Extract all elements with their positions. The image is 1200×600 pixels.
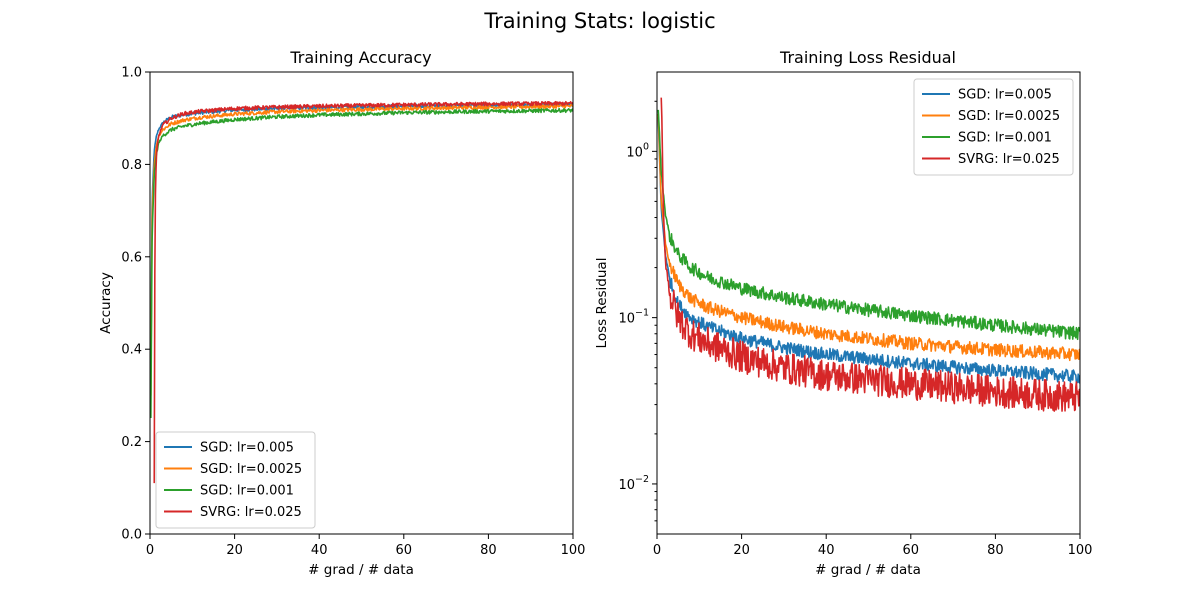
loss-y-tick-label: 100 — [626, 141, 649, 160]
loss-x-tick-label: 20 — [733, 543, 750, 558]
loss-y-tick-label: 10−2 — [618, 474, 649, 493]
accuracy-x-tick-label: 80 — [480, 543, 497, 558]
accuracy-y-tick-label: 0.6 — [121, 250, 142, 265]
accuracy-legend-label-svrg-lr-0-025: SVRG: lr=0.025 — [200, 505, 302, 520]
loss-series-svrg-lr-0-025-line — [660, 97, 1080, 412]
loss-legend-box — [913, 78, 1074, 176]
accuracy-axis-ticks: 0 20 40 60 80 100 0.0 0.2 0.4 0.6 0.8 1.0 — [121, 66, 585, 559]
loss-legend-label-sgd-lr-0-0025: SGD: lr=0.0025 — [958, 109, 1060, 124]
loss-plot-title: Training Loss Residual — [779, 48, 956, 67]
loss-x-tick-label: 40 — [818, 543, 835, 558]
accuracy-plot-title: Training Accuracy — [289, 48, 431, 67]
loss-x-tick-label: 0 — [653, 543, 661, 558]
loss-legend-label-sgd-lr-0-005: SGD: lr=0.005 — [958, 88, 1052, 103]
loss-series-sgd-lr-0-005-line — [657, 117, 1080, 384]
loss-y-axis-label: Loss Residual — [594, 258, 610, 349]
loss-y-tick-label: 10−1 — [618, 308, 649, 327]
loss-x-tick-label: 80 — [987, 543, 1004, 558]
loss-plot-frame — [656, 71, 1081, 535]
loss-subplot: Training Loss Residual 0 20 40 60 80 100 100 10… — [594, 48, 1092, 578]
accuracy-series-lines — [150, 100, 573, 484]
accuracy-y-tick-label: 0.2 — [121, 435, 142, 450]
accuracy-x-tick-label: 40 — [311, 543, 328, 558]
figure-suptitle: Training Stats: logistic — [483, 9, 715, 33]
accuracy-legend-label-sgd-lr-0-001: SGD: lr=0.001 — [200, 484, 294, 499]
accuracy-x-tick-label: 20 — [226, 543, 243, 558]
accuracy-legend: SGD: lr=0.005 SGD: lr=0.0025 SGD: lr=0.001… — [155, 431, 316, 529]
accuracy-legend-label-sgd-lr-0-005: SGD: lr=0.005 — [200, 441, 294, 456]
accuracy-legend-label-sgd-lr-0-0025: SGD: lr=0.0025 — [200, 462, 302, 477]
loss-x-axis-label: # grad / # data — [815, 562, 921, 578]
accuracy-y-axis-label: Accuracy — [98, 272, 114, 334]
accuracy-y-tick-label: 0.0 — [121, 528, 142, 543]
loss-legend-label-svrg-lr-0-025: SVRG: lr=0.025 — [958, 152, 1060, 167]
accuracy-y-tick-label: 0.4 — [121, 343, 142, 358]
accuracy-legend-box — [155, 431, 316, 529]
loss-axis-ticks: 0 20 40 60 80 100 100 10−1 10−2 — [618, 100, 1093, 558]
accuracy-y-tick-label: 0.8 — [121, 158, 142, 173]
accuracy-subplot: Training Accuracy 0 20 40 60 80 1000.00.20.40… — [98, 48, 585, 578]
loss-series-lines — [657, 97, 1080, 412]
accuracy-series-sgd-lr-0-001-line — [150, 107, 573, 418]
loss-x-tick-label: 100 — [1068, 543, 1093, 558]
loss-series-sgd-lr-0-001-line — [657, 109, 1080, 341]
loss-legend: SGD: lr=0.005 SGD: lr=0.0025 SGD: lr=0.001… — [913, 78, 1074, 176]
loss-x-tick-label: 60 — [903, 543, 920, 558]
accuracy-x-tick-label: 0 — [146, 543, 154, 558]
loss-legend-label-sgd-lr-0-001: SGD: lr=0.001 — [958, 131, 1052, 146]
accuracy-x-tick-label: 60 — [396, 543, 413, 558]
accuracy-x-tick-label: 100 — [561, 543, 586, 558]
accuracy-x-axis-label: # grad / # data — [308, 562, 414, 578]
accuracy-series-svrg-lr-0-025-line — [153, 100, 573, 484]
accuracy-plot-frame — [149, 71, 574, 535]
loss-series-sgd-lr-0-0025-line — [657, 113, 1080, 362]
accuracy-y-tick-label: 1.0 — [121, 66, 142, 81]
